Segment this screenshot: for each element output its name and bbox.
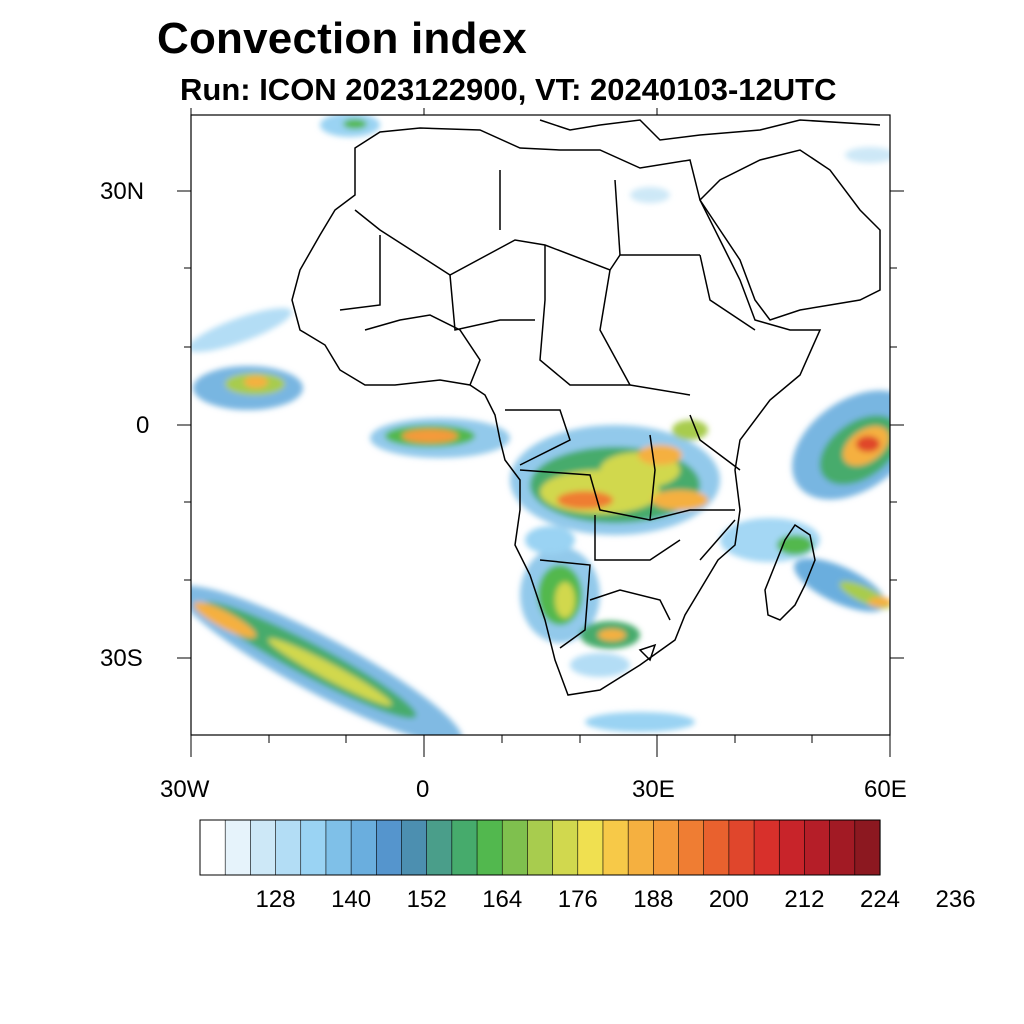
colorbar-cell bbox=[501, 819, 529, 876]
colorbar-cell bbox=[451, 819, 478, 876]
lon-label-30w: 30W bbox=[160, 776, 210, 803]
coastlines bbox=[291, 119, 881, 696]
lon-label-60e: 60E bbox=[864, 776, 907, 803]
colorbar-tick-label: 164 bbox=[482, 886, 523, 913]
colorbar-cell bbox=[627, 819, 654, 876]
colorbar-cell bbox=[678, 819, 705, 876]
colorbar-cell bbox=[325, 819, 352, 876]
colorbar-cell bbox=[577, 819, 604, 876]
colorbar-cell bbox=[753, 819, 780, 876]
colorbar-tick-label: 140 bbox=[331, 886, 372, 913]
colorbar-cell bbox=[300, 819, 327, 876]
map-panel bbox=[177, 108, 904, 757]
colorbar-cell bbox=[728, 819, 755, 876]
colorbar-frame bbox=[199, 819, 881, 876]
colorbar-tick-label: 200 bbox=[708, 886, 749, 913]
lat-label-0: 0 bbox=[136, 412, 150, 439]
colorbar-cell bbox=[703, 819, 730, 876]
colorbar-cell bbox=[854, 819, 881, 876]
colorbar-cell bbox=[426, 819, 453, 876]
colorbar-cells bbox=[199, 819, 881, 876]
colorbar-cell bbox=[375, 819, 403, 876]
colorbar-cell bbox=[527, 819, 554, 876]
lat-label-30s: 30S bbox=[100, 645, 143, 672]
colorbar-tick-label: 224 bbox=[859, 886, 901, 913]
colorbar-tick-label: 236 bbox=[935, 886, 976, 913]
colorbar-tick-label: 128 bbox=[255, 886, 296, 913]
colorbar-tick-label: 212 bbox=[784, 886, 825, 913]
colorbar-cell bbox=[350, 819, 377, 876]
colorbar-cell bbox=[602, 819, 629, 876]
convection-shading bbox=[191, 115, 890, 735]
colorbar-tick-label: 188 bbox=[633, 886, 674, 913]
lat-label-30n: 30N bbox=[100, 178, 145, 205]
colorbar-cell bbox=[653, 819, 680, 876]
colorbar-cell bbox=[552, 819, 579, 876]
colorbar-cell bbox=[476, 819, 503, 876]
country-borders bbox=[339, 170, 756, 662]
colorbar-tick-label: 176 bbox=[557, 886, 598, 913]
colorbar-cell bbox=[199, 819, 226, 876]
plot-title: Convection index bbox=[157, 14, 527, 63]
colorbar-cell bbox=[829, 819, 856, 876]
colorbar-cell bbox=[401, 819, 428, 876]
colorbar-cell bbox=[275, 819, 302, 876]
axis-ticks bbox=[177, 108, 904, 757]
colorbar-cell bbox=[778, 819, 806, 876]
colorbar-tick-label: 152 bbox=[406, 886, 447, 913]
plot-subtitle: Run: ICON 2023122900, VT: 20240103-12UTC bbox=[180, 72, 837, 107]
colorbar-cell bbox=[804, 819, 831, 876]
colorbar-cell bbox=[250, 819, 277, 876]
lon-label-30e: 30E bbox=[632, 776, 675, 803]
colorbar-cell bbox=[224, 819, 251, 876]
lon-label-0: 0 bbox=[416, 776, 430, 803]
